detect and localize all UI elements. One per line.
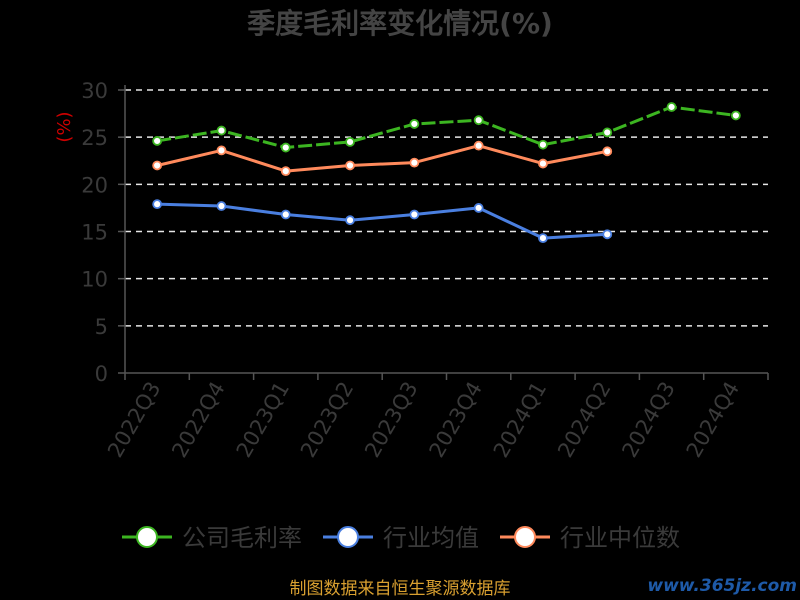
x-tick-label: 2024Q3 <box>617 378 679 462</box>
data-point <box>216 145 227 156</box>
y-tick-label: 5 <box>95 315 108 339</box>
grid <box>125 89 768 327</box>
x-tick-label: 2023Q2 <box>296 378 358 462</box>
data-point <box>216 125 227 136</box>
x-tick-label: 2023Q1 <box>232 378 294 462</box>
data-point <box>730 110 741 121</box>
data-point <box>152 199 163 210</box>
data-point <box>666 102 677 112</box>
x-tick-label: 2023Q4 <box>425 378 487 462</box>
y-tick-label: 25 <box>81 126 108 150</box>
y-tick-label: 15 <box>81 221 108 245</box>
data-point <box>152 136 163 146</box>
x-tick-label: 2022Q4 <box>167 378 229 462</box>
data-point <box>152 160 163 171</box>
data-point <box>538 233 548 244</box>
data-point <box>602 229 613 240</box>
data-point <box>345 160 355 171</box>
series-line <box>157 202 608 240</box>
data-point <box>409 119 420 129</box>
data-source-note: 制图数据来自恒生聚源数据库 <box>290 579 511 599</box>
legend-label: 行业中位数 <box>560 524 680 552</box>
x-tick-label: 2024Q1 <box>489 378 551 462</box>
series-lines <box>152 102 741 244</box>
x-tick-label: 2024Q4 <box>682 378 744 462</box>
data-point <box>602 127 613 138</box>
data-point <box>538 158 548 169</box>
y-tick-label: 30 <box>81 79 108 103</box>
data-point <box>473 203 484 213</box>
chart-title: 季度毛利率变化情况(%) <box>247 7 553 40</box>
series-line <box>156 144 608 173</box>
y-tick-label: 0 <box>95 362 108 386</box>
data-point <box>345 215 355 226</box>
data-point <box>345 136 355 147</box>
legend-marker <box>514 526 536 548</box>
data-point <box>602 146 613 157</box>
y-tick-label: 10 <box>81 268 108 292</box>
x-tick-label: 2023Q3 <box>360 378 422 462</box>
x-tick-label: 2022Q3 <box>103 378 165 462</box>
data-point <box>216 201 227 211</box>
data-point <box>473 140 484 151</box>
data-point <box>409 157 420 168</box>
watermark: www.365jz.com <box>647 576 797 596</box>
x-tick-label: 2024Q2 <box>553 378 615 462</box>
legend-marker <box>337 526 359 548</box>
legend-label: 行业均值 <box>383 524 479 552</box>
series-line <box>156 105 737 149</box>
data-point <box>409 209 420 220</box>
legend-marker <box>136 526 158 548</box>
data-point <box>280 142 291 153</box>
legend: 公司毛利率 行业均值 行业中位数 <box>122 524 680 552</box>
data-point <box>538 139 548 150</box>
y-tick-label: 20 <box>81 173 108 197</box>
data-point <box>280 209 291 220</box>
legend-label: 公司毛利率 <box>182 524 302 552</box>
y-axis-label: (%) <box>54 111 75 142</box>
data-point <box>280 166 291 177</box>
data-point <box>473 115 484 126</box>
